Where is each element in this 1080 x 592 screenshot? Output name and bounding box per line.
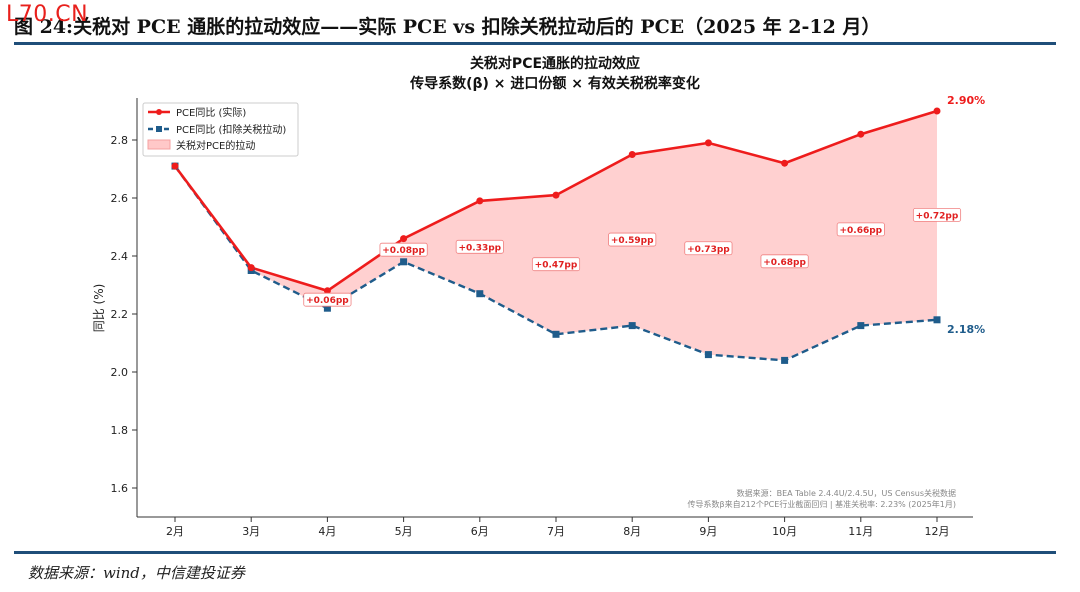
- diff-label: +0.08pp: [382, 246, 425, 256]
- y-tick-label: 1.8: [111, 424, 129, 437]
- actual-point: [400, 235, 408, 243]
- diff-label: +0.68pp: [763, 258, 806, 268]
- diff-label-box: [760, 254, 809, 269]
- x-tick-label: 6月: [471, 525, 489, 538]
- y-tick-label: 2.2: [111, 308, 129, 321]
- diff-labels: +0.06pp +0.08pp +0.33pp +0.47pp +0.59pp +0.73…: [303, 207, 962, 307]
- diff-label-box: [303, 292, 352, 307]
- diff-label-box: [684, 241, 733, 256]
- x-tick-label: 3月: [242, 525, 260, 538]
- x-tick-label: 7月: [547, 525, 565, 538]
- axes: [136, 98, 973, 518]
- chart-note-2: 传导系数β来自212个PCE行业截面回归 | 基准关税率: 2.23% (202…: [687, 499, 956, 509]
- figure-title: 图 24:关税对 PCE 通胀的拉动效应——实际 PCE vs 扣除关税拉动后的…: [14, 16, 881, 38]
- chart-note-1: 数据来源：BEA Table 2.4.4U/2.4.5U，US Census关税…: [737, 488, 956, 498]
- end-labels: 2.90% 2.18%: [947, 94, 985, 336]
- actual-point: [781, 159, 789, 167]
- diff-label: +0.33pp: [458, 243, 501, 253]
- ex-tariff-point: [323, 304, 331, 312]
- actual-point: [628, 151, 636, 158]
- ex-tariff-point: [781, 356, 789, 364]
- chart-subtitle: 传导系数(β) × 进口份额 × 有效关税税率变化: [409, 75, 700, 92]
- diff-label: +0.59pp: [611, 236, 654, 246]
- x-tick-label: 4月: [318, 525, 336, 538]
- x-tick-label: 11月: [848, 525, 873, 538]
- actual-point: [247, 264, 255, 272]
- y-tick-label: 2.4: [111, 250, 129, 263]
- ex-tariff-point: [704, 351, 712, 359]
- tariff-fill-area: [175, 111, 937, 361]
- y-tick-label: 2.0: [111, 366, 129, 379]
- legend-actual-label: PCE同比 (实际): [176, 106, 246, 119]
- title-rule: [14, 42, 1056, 45]
- diff-label-box: [836, 222, 885, 237]
- y-tick-label: 1.6: [111, 482, 129, 495]
- y-axis-label: 同比 (%): [92, 284, 106, 333]
- diff-label: +0.47pp: [535, 261, 578, 271]
- x-tick-label: 12月: [925, 525, 950, 538]
- actual-point: [857, 130, 865, 138]
- legend-ex-tariff-label: PCE同比 (扣除关税拉动): [176, 123, 286, 136]
- diff-label: +0.73pp: [687, 245, 730, 255]
- diff-label-box: [608, 232, 657, 247]
- diff-label-box: [912, 207, 962, 222]
- ex-tariff-point: [628, 322, 636, 330]
- actual-point: [323, 287, 331, 295]
- diff-label: +0.72pp: [916, 211, 959, 221]
- actual-end-label: 2.90%: [947, 94, 985, 107]
- source-text: 数据来源：wind，中信建投证券: [28, 564, 245, 582]
- ex-tariff-end-label: 2.18%: [947, 323, 985, 336]
- source-rule: [14, 551, 1056, 554]
- diff-label-box: [379, 242, 428, 257]
- ex-tariff-point: [476, 290, 484, 298]
- diff-label: +0.66pp: [839, 226, 882, 236]
- legend-fill-swatch: [147, 139, 171, 150]
- x-tick-label: 9月: [699, 525, 717, 538]
- ex-tariff-point: [933, 316, 941, 324]
- actual-point: [933, 107, 941, 115]
- y-tick-label: 2.8: [111, 134, 129, 147]
- legend-box: [142, 102, 299, 157]
- x-tick-label: 8月: [623, 525, 641, 538]
- legend-fill-label: 关税对PCE的拉动: [176, 139, 255, 152]
- y-tick-label: 2.6: [111, 192, 129, 205]
- actual-point: [171, 162, 179, 170]
- tariff-fill-polygon: [175, 111, 937, 361]
- y-ticks: 1.6 1.8 2.0 2.2 2.4 2.6 2.8: [111, 134, 137, 495]
- watermark: L70.CN: [6, 2, 89, 27]
- x-tick-label: 2月: [166, 525, 184, 538]
- ex-tariff-point: [552, 330, 560, 338]
- diff-label-box: [455, 239, 504, 254]
- ex-tariff-point: [400, 258, 408, 266]
- legend-ex-tariff-marker: [156, 126, 162, 132]
- actual-point: [476, 197, 484, 205]
- series-lines: [171, 107, 941, 364]
- x-ticks: 2月 3月 4月 5月 6月 7月 8月 9月 10月 11月 12月: [166, 517, 950, 538]
- diff-label: +0.06pp: [306, 296, 349, 306]
- chart-title: 关税对PCE通胀的拉动效应: [470, 55, 640, 72]
- actual-point: [552, 191, 560, 199]
- ex-tariff-point: [857, 322, 865, 330]
- x-tick-label: 10月: [772, 525, 797, 538]
- legend-actual-marker: [156, 109, 162, 115]
- x-tick-label: 5月: [395, 525, 413, 538]
- legend: PCE同比 (实际) PCE同比 (扣除关税拉动) 关税对PCE的拉动: [142, 102, 299, 157]
- diff-label-box: [531, 257, 581, 272]
- actual-point: [704, 139, 712, 147]
